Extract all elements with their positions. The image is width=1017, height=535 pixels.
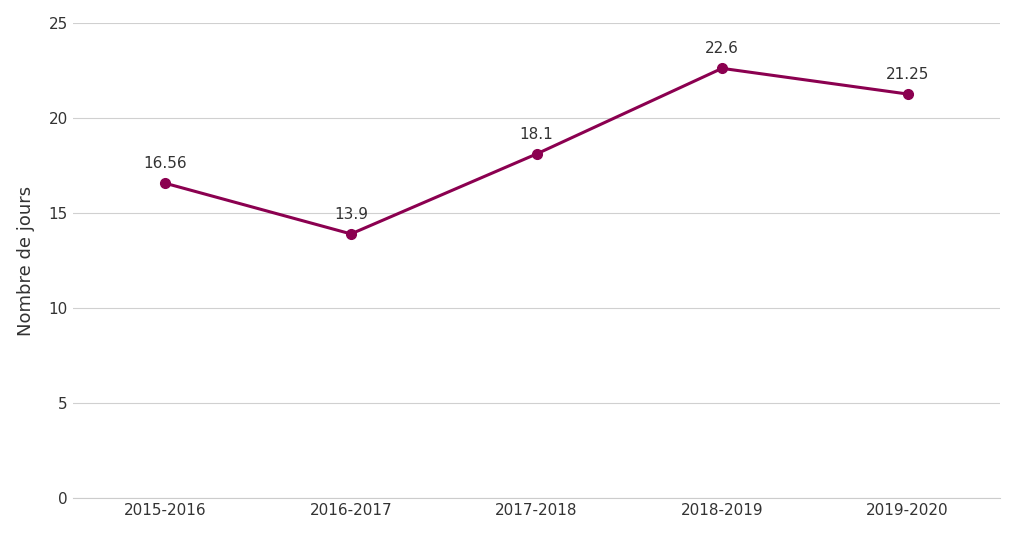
Text: 18.1: 18.1	[520, 127, 553, 142]
Y-axis label: Nombre de jours: Nombre de jours	[16, 186, 35, 335]
Text: 21.25: 21.25	[886, 67, 930, 82]
Text: 16.56: 16.56	[143, 156, 187, 171]
Text: 22.6: 22.6	[705, 41, 739, 56]
Text: 13.9: 13.9	[334, 207, 368, 221]
